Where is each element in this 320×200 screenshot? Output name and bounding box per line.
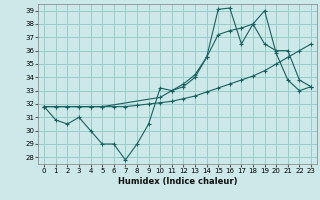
X-axis label: Humidex (Indice chaleur): Humidex (Indice chaleur) — [118, 177, 237, 186]
